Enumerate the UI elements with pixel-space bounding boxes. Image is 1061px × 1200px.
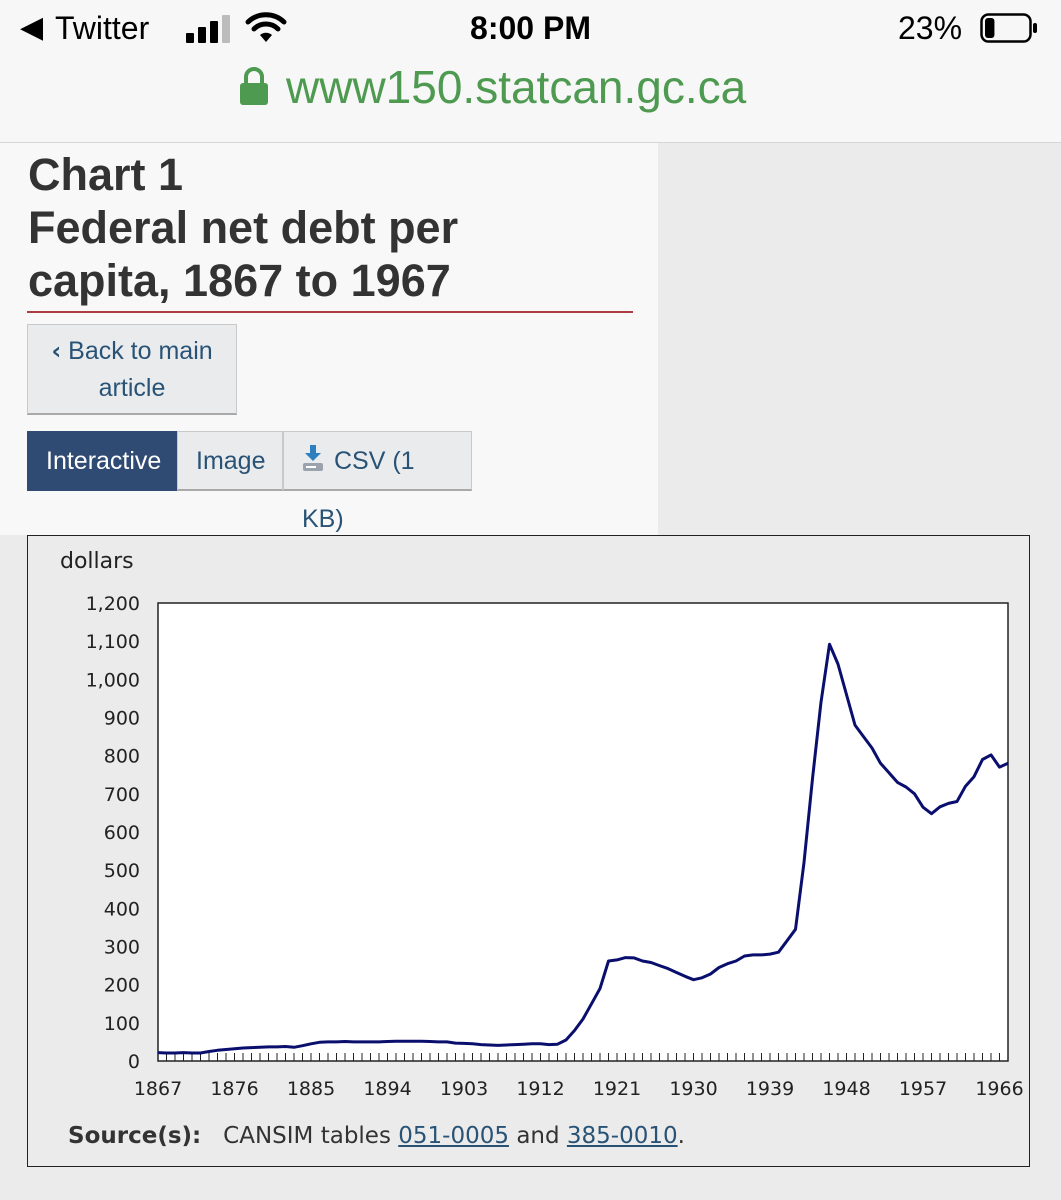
back-app-label[interactable]: Twitter (55, 10, 150, 46)
series-line-net-debt (157, 642, 1009, 1055)
view-tabs: Interactive Image CSV (1 KB) (27, 431, 472, 533)
download-icon (303, 445, 323, 471)
cellular-signal-icon (186, 15, 232, 43)
x-tick-label: 1885 (287, 1078, 335, 1100)
y-axis-title: dollars (60, 549, 134, 574)
y-tick-label: 200 (104, 975, 140, 997)
title-divider (27, 311, 633, 313)
x-tick-label: 1867 (134, 1078, 182, 1100)
source-label: Source(s): (68, 1123, 202, 1149)
back-button-label-line1: Back to main (68, 337, 213, 365)
y-tick-label: 800 (104, 746, 140, 768)
x-axis-ticks: 1867 1876 1885 1894 1903 1912 1921 1930 1939 1948… (134, 1053, 1024, 1100)
source-suffix: . (677, 1123, 685, 1149)
plot-area (157, 602, 1009, 1062)
csv-tab-label: CSV (1 KB) (302, 447, 415, 533)
lock-icon (240, 67, 268, 105)
source-prefix: CANSIM tables (223, 1123, 391, 1149)
title-line-3: capita, 1867 to 1967 (28, 255, 451, 306)
y-tick-label: 300 (104, 937, 140, 959)
x-tick-label: 1966 (975, 1078, 1023, 1100)
page-title: Chart 1 Federal net debt per capita, 186… (28, 148, 638, 307)
y-tick-label: 700 (104, 784, 140, 806)
x-tick-label: 1939 (746, 1078, 794, 1100)
y-axis-ticks: 0 100 200 300 400 500 600 700 800 900 1,000 1,100 1,… (86, 593, 140, 1073)
tab-csv[interactable]: CSV (1 KB) (283, 431, 472, 533)
back-arrow-icon[interactable]: ◀ (20, 10, 44, 45)
tab-interactive[interactable]: Interactive (27, 431, 177, 491)
y-tick-label: 400 (104, 898, 140, 920)
wifi-icon (245, 12, 287, 42)
y-tick-label: 1,100 (86, 631, 140, 653)
line-chart: dollars 0 100 200 300 400 500 600 700 800 900 1,00… (60, 549, 1024, 1100)
source-note: Source(s): CANSIM tables 051-0005 and 38… (68, 1123, 685, 1149)
url-text[interactable]: www150.statcan.gc.ca (286, 61, 747, 113)
chart-container: dollars 0 100 200 300 400 500 600 700 800 900 1,00… (27, 535, 1030, 1167)
title-line-2: Federal net debt per (28, 202, 459, 253)
y-tick-label: 1,200 (86, 593, 140, 615)
x-tick-label: 1957 (899, 1078, 947, 1100)
back-to-main-article-button[interactable]: ‹ Back to main article (27, 324, 237, 415)
x-tick-label: 1903 (440, 1078, 488, 1100)
x-tick-label: 1930 (669, 1078, 717, 1100)
source-link-385-0010[interactable]: 385-0010 (566, 1123, 678, 1149)
x-tick-label: 1921 (593, 1078, 641, 1100)
back-button-label-line2: article (98, 374, 166, 402)
battery-icon (980, 13, 1037, 43)
status-bar: ◀ Twitter 8:00 PM 23% (0, 0, 1061, 58)
battery-percent: 23% (898, 10, 963, 46)
y-tick-label: 1,000 (86, 669, 140, 691)
url-bar[interactable]: www150.statcan.gc.ca (0, 58, 1061, 143)
y-tick-label: 600 (104, 822, 140, 844)
x-tick-label: 1876 (210, 1078, 258, 1100)
source-link-051-0005[interactable]: 051-0005 (398, 1123, 509, 1149)
tab-image[interactable]: Image (177, 431, 283, 491)
title-line-1: Chart 1 (28, 149, 184, 200)
x-tick-label: 1912 (516, 1078, 564, 1100)
y-tick-label: 0 (128, 1051, 140, 1073)
x-tick-label: 1894 (363, 1078, 411, 1100)
source-mid: and (516, 1123, 560, 1149)
chevron-left-icon: ‹ (51, 337, 62, 365)
x-tick-label: 1948 (822, 1078, 870, 1100)
y-tick-label: 100 (104, 1013, 140, 1035)
y-tick-label: 500 (104, 860, 140, 882)
clock-time: 8:00 PM (470, 10, 591, 46)
y-tick-label: 900 (104, 708, 140, 730)
